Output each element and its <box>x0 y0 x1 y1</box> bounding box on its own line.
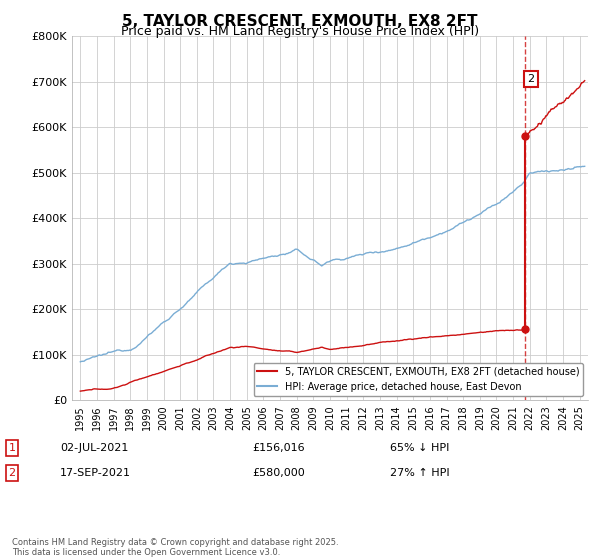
Text: 2: 2 <box>8 468 16 478</box>
Text: 02-JUL-2021: 02-JUL-2021 <box>60 443 128 453</box>
Text: 2: 2 <box>527 74 535 84</box>
Legend: 5, TAYLOR CRESCENT, EXMOUTH, EX8 2FT (detached house), HPI: Average price, detac: 5, TAYLOR CRESCENT, EXMOUTH, EX8 2FT (de… <box>254 363 583 395</box>
Text: 65% ↓ HPI: 65% ↓ HPI <box>390 443 449 453</box>
Text: 27% ↑ HPI: 27% ↑ HPI <box>390 468 449 478</box>
Text: 5, TAYLOR CRESCENT, EXMOUTH, EX8 2FT: 5, TAYLOR CRESCENT, EXMOUTH, EX8 2FT <box>122 14 478 29</box>
Text: 1: 1 <box>8 443 16 453</box>
Text: Price paid vs. HM Land Registry's House Price Index (HPI): Price paid vs. HM Land Registry's House … <box>121 25 479 38</box>
Text: 17-SEP-2021: 17-SEP-2021 <box>60 468 131 478</box>
Text: £580,000: £580,000 <box>252 468 305 478</box>
Text: £156,016: £156,016 <box>252 443 305 453</box>
Text: Contains HM Land Registry data © Crown copyright and database right 2025.
This d: Contains HM Land Registry data © Crown c… <box>12 538 338 557</box>
